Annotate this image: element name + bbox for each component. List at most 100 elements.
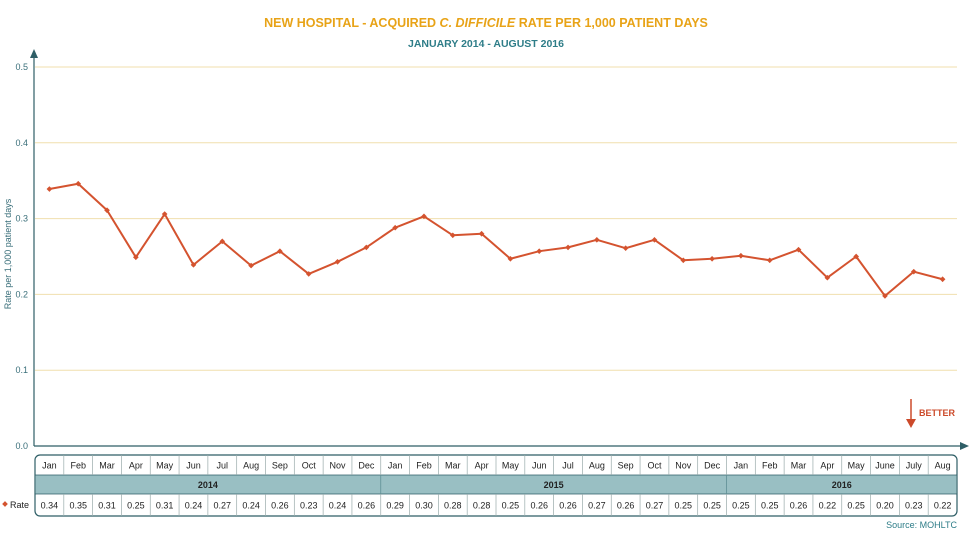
- value-label: 0.24: [242, 501, 260, 511]
- month-label: Apr: [129, 461, 143, 471]
- value-label: 0.35: [69, 501, 87, 511]
- year-band: [35, 475, 957, 494]
- month-label: May: [502, 461, 520, 471]
- month-label: Oct: [647, 461, 662, 471]
- table-cells: Jan 0.34 Feb 0.35 Mar 0.31 Apr 0.25 May 0.31 Jun 0.…: [41, 455, 952, 516]
- series-layer: [46, 180, 946, 299]
- month-label: Sep: [618, 461, 634, 471]
- value-label: 0.25: [761, 501, 779, 511]
- legend: Rate: [2, 500, 29, 510]
- month-label: Feb: [70, 461, 86, 471]
- data-point: [766, 257, 773, 264]
- y-axis-label: Rate per 1,000 patient days: [3, 198, 13, 309]
- data-point: [392, 224, 398, 231]
- data-point: [622, 245, 629, 251]
- data-point: [133, 254, 139, 261]
- year-label: 2016: [832, 480, 852, 490]
- better-arrow-icon: [906, 419, 916, 428]
- month-label: Jan: [734, 461, 749, 471]
- value-label: 0.24: [185, 501, 203, 511]
- y-tick-label: 0.2: [15, 289, 28, 299]
- month-label: May: [848, 461, 866, 471]
- year-label: 2015: [544, 480, 564, 490]
- value-label: 0.22: [819, 501, 837, 511]
- month-label: Aug: [589, 461, 605, 471]
- month-label: Jun: [532, 461, 547, 471]
- value-label: 0.26: [530, 501, 548, 511]
- data-point: [421, 213, 427, 220]
- y-tick-label: 0.5: [15, 62, 28, 72]
- month-label: Jul: [217, 461, 229, 471]
- month-label: Aug: [243, 461, 259, 471]
- data-point: [478, 230, 485, 237]
- title-part-3: RATE PER 1,000 PATIENT DAYS: [515, 16, 708, 30]
- month-label: June: [875, 461, 895, 471]
- y-tick-label: 0.1: [15, 365, 28, 375]
- data-point: [651, 236, 658, 243]
- value-label: 0.25: [675, 501, 693, 511]
- value-label: 0.27: [214, 501, 232, 511]
- value-label: 0.25: [732, 501, 750, 511]
- value-label: 0.29: [386, 501, 404, 511]
- value-label: 0.22: [934, 501, 952, 511]
- series-line: [49, 182, 943, 297]
- value-label: 0.23: [905, 501, 923, 511]
- value-label: 0.20: [876, 501, 894, 511]
- value-label: 0.24: [329, 501, 347, 511]
- month-label: Nov: [675, 461, 692, 471]
- legend-marker: [2, 501, 8, 507]
- data-table: Jan 0.34 Feb 0.35 Mar 0.31 Apr 0.25 May 0.31 Jun 0.…: [34, 454, 958, 517]
- month-label: Jul: [562, 461, 574, 471]
- x-axis-arrow-icon: [960, 442, 969, 450]
- value-label: 0.25: [847, 501, 865, 511]
- value-label: 0.27: [588, 501, 606, 511]
- chart-subtitle: JANUARY 2014 - AUGUST 2016: [408, 38, 564, 50]
- data-point: [46, 186, 53, 192]
- data-point: [190, 262, 197, 268]
- value-label: 0.25: [502, 501, 520, 511]
- data-point: [449, 232, 456, 239]
- title-part-2: C. DIFFICILE: [440, 16, 516, 30]
- value-label: 0.26: [790, 501, 808, 511]
- data-point: [219, 238, 226, 245]
- month-label: Jun: [186, 461, 201, 471]
- better-label: BETTER: [919, 408, 956, 418]
- title-part-1: NEW HOSPITAL - ACQUIRED: [264, 16, 439, 30]
- year-label: 2014: [198, 480, 218, 490]
- month-label: Oct: [302, 461, 317, 471]
- data-point: [882, 293, 888, 299]
- value-label: 0.25: [703, 501, 721, 511]
- y-tick-labels: 0.0 0.1 0.2 0.3 0.4 0.5: [15, 62, 28, 451]
- legend-label: Rate: [10, 500, 29, 510]
- value-label: 0.25: [127, 501, 145, 511]
- gridlines: [35, 66, 957, 371]
- y-axis-arrow-icon: [30, 49, 38, 58]
- value-label: 0.28: [444, 501, 462, 511]
- value-label: 0.31: [98, 501, 116, 511]
- y-tick-label: 0.4: [15, 138, 28, 148]
- value-label: 0.23: [300, 501, 318, 511]
- month-label: Jan: [42, 461, 57, 471]
- data-point: [536, 248, 543, 255]
- value-label: 0.26: [358, 501, 376, 511]
- y-tick-label: 0.0: [15, 441, 28, 451]
- month-label: Mar: [791, 461, 807, 471]
- data-point: [709, 255, 715, 262]
- source-note: Source: MOHLTC: [886, 520, 957, 530]
- value-label: 0.26: [559, 501, 577, 511]
- month-label: Apr: [820, 461, 834, 471]
- y-tick-label: 0.3: [15, 214, 28, 224]
- month-label: Dec: [704, 461, 721, 471]
- data-point: [565, 244, 571, 251]
- month-label: Sep: [272, 461, 288, 471]
- data-point: [161, 211, 168, 217]
- month-label: Dec: [358, 461, 375, 471]
- month-label: Feb: [416, 461, 432, 471]
- chart-title: NEW HOSPITAL - ACQUIRED C. DIFFICILE RAT…: [264, 16, 708, 30]
- month-label: Nov: [330, 461, 347, 471]
- month-label: May: [156, 461, 174, 471]
- data-point: [738, 252, 744, 259]
- value-label: 0.31: [156, 501, 174, 511]
- value-label: 0.30: [415, 501, 433, 511]
- month-label: Aug: [935, 461, 951, 471]
